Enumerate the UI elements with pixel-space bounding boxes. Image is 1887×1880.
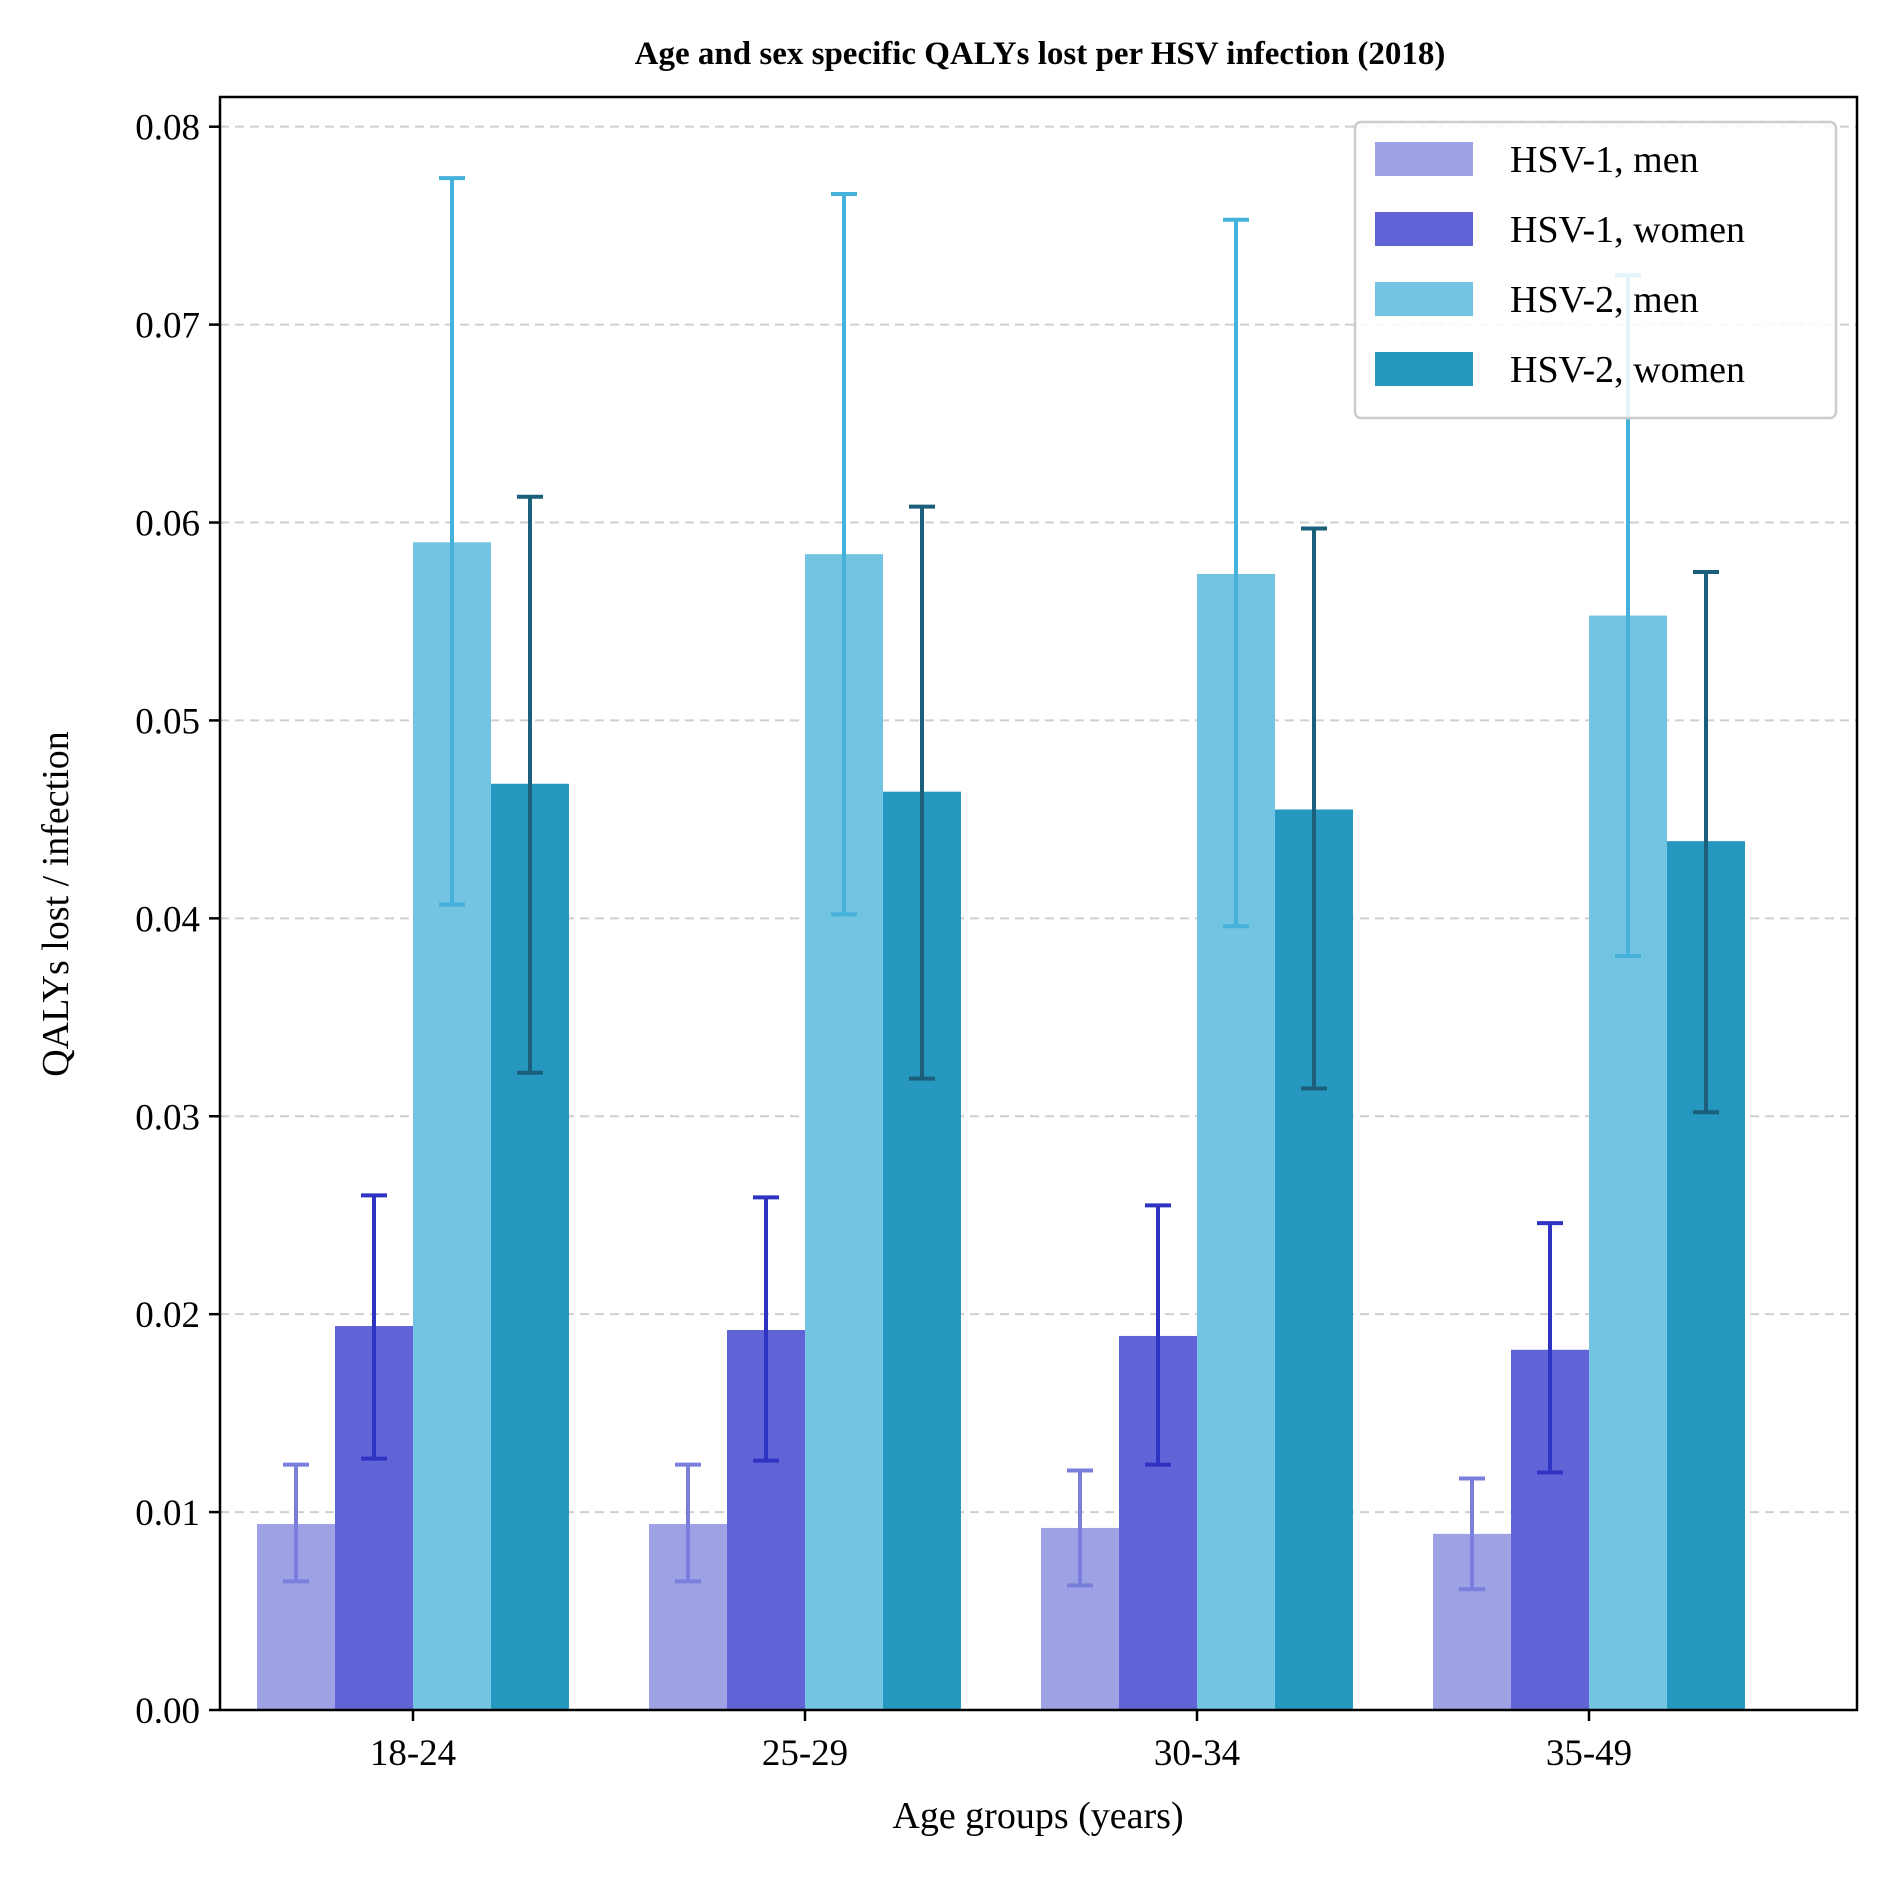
x-tick-label: 18-24 (370, 1733, 456, 1774)
y-tick-label: 0.02 (135, 1295, 200, 1336)
legend-swatch (1375, 352, 1473, 386)
y-tick-label: 0.01 (135, 1493, 200, 1534)
legend-entry: HSV-1, women (1510, 209, 1745, 251)
x-axis-label: Age groups (years) (892, 1795, 1183, 1837)
y-axis-label: QALYs lost / infection (35, 731, 77, 1077)
plot-frame (218, 95, 1859, 1712)
bars (257, 542, 1745, 1711)
legend-frame (1353, 120, 1838, 420)
legend-swatch (1375, 142, 1473, 176)
x-axis-ticks: 18-24 25-29 30-34 35-49 (370, 1710, 1632, 1774)
y-tick-label: 0.05 (135, 701, 200, 742)
legend-entry: HSV-2, women (1510, 349, 1745, 391)
legend-entry: HSV-1, men (1510, 139, 1699, 181)
y-axis-ticks: 0.00 0.01 0.02 0.03 0.04 0.05 0.06 0.07 0.08 (135, 108, 220, 1732)
y-tick-label: 0.06 (135, 504, 200, 545)
y-tick-label: 0.00 (135, 1691, 200, 1732)
x-tick-label: 25-29 (762, 1733, 848, 1774)
x-tick-label: 35-49 (1546, 1733, 1632, 1774)
y-tick-label: 0.08 (135, 108, 200, 149)
x-tick-label: 30-34 (1154, 1733, 1240, 1774)
y-tick-label: 0.07 (135, 306, 200, 347)
y-tick-label: 0.04 (135, 899, 200, 940)
legend-swatch (1375, 282, 1473, 316)
y-tick-label: 0.03 (135, 1097, 200, 1138)
legend-entry: HSV-2, men (1510, 279, 1699, 321)
chart-title: Age and sex specific QALYs lost per HSV … (635, 36, 1446, 72)
legend: HSV-1, men HSV-1, women HSV-2, men HSV-2, w… (1353, 120, 1838, 420)
legend-swatch (1375, 212, 1473, 246)
